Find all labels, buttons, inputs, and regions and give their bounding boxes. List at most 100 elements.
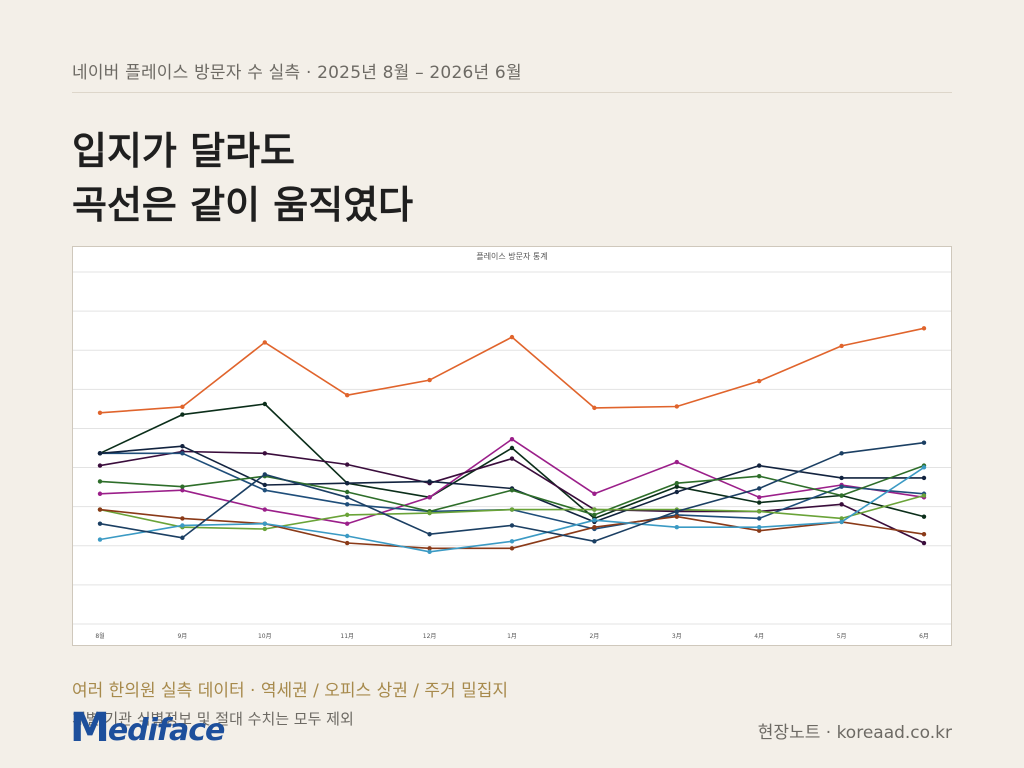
data-point bbox=[427, 546, 432, 551]
data-point bbox=[180, 488, 185, 493]
series-6 bbox=[97, 444, 927, 525]
x-tick-label: 12月 bbox=[423, 633, 437, 640]
chart-series-group bbox=[97, 326, 927, 555]
data-point bbox=[592, 507, 597, 512]
series-4 bbox=[97, 449, 927, 546]
credit-text: 현장노트 · koreaad.co.kr bbox=[757, 723, 952, 743]
x-tick-label: 4月 bbox=[754, 633, 764, 640]
chart-gridlines bbox=[73, 271, 951, 625]
x-tick-label: 1月 bbox=[507, 633, 517, 640]
data-point bbox=[921, 465, 927, 470]
data-point bbox=[674, 481, 679, 486]
data-point bbox=[97, 451, 103, 456]
data-point bbox=[592, 517, 597, 523]
headline-line-1: 입지가 달라도 bbox=[72, 128, 295, 173]
series-9 bbox=[97, 507, 927, 551]
data-point bbox=[509, 546, 515, 551]
data-point bbox=[427, 510, 432, 516]
data-point bbox=[345, 393, 350, 398]
data-point bbox=[839, 451, 844, 456]
headline-line-2: 곡선은 같이 움직였다 bbox=[72, 182, 414, 227]
data-point bbox=[674, 525, 679, 530]
data-point bbox=[427, 532, 432, 537]
line-chart: 플레이스 방문자 통계 8월 9月 10月 11月 12月 1月 2月 3月 4月 5月 6月 bbox=[73, 251, 951, 640]
data-point bbox=[757, 495, 762, 500]
data-point bbox=[509, 539, 515, 544]
data-point bbox=[592, 525, 597, 530]
data-point bbox=[839, 519, 844, 525]
data-point bbox=[674, 484, 679, 489]
data-point bbox=[427, 495, 432, 500]
data-point bbox=[757, 378, 762, 384]
data-point bbox=[97, 410, 103, 415]
data-point bbox=[921, 440, 927, 445]
data-point bbox=[839, 502, 844, 507]
data-point bbox=[180, 404, 185, 410]
data-point bbox=[757, 525, 762, 530]
data-point bbox=[345, 521, 350, 526]
x-tick-label: 2月 bbox=[589, 633, 599, 640]
data-point bbox=[97, 479, 103, 484]
data-point bbox=[592, 491, 597, 496]
data-point bbox=[839, 493, 844, 498]
data-point bbox=[509, 445, 515, 451]
top-divider bbox=[72, 92, 952, 93]
data-point bbox=[262, 507, 267, 512]
data-point bbox=[345, 481, 350, 486]
x-tick-label: 5月 bbox=[837, 633, 847, 640]
data-point bbox=[180, 444, 185, 449]
data-point bbox=[262, 482, 267, 488]
series-11 bbox=[97, 440, 927, 544]
headline: 입지가 달라도 곡선은 같이 움직였다 bbox=[72, 124, 413, 232]
data-point bbox=[180, 484, 185, 489]
data-point bbox=[180, 516, 185, 521]
data-point bbox=[757, 486, 762, 491]
data-point bbox=[674, 514, 679, 519]
data-point bbox=[921, 532, 927, 537]
data-point bbox=[262, 401, 267, 407]
privacy-note: 개별 기관 식별정보 및 절대 수치는 모두 제외 bbox=[72, 710, 354, 728]
data-point bbox=[345, 512, 350, 518]
data-point bbox=[97, 491, 103, 496]
data-point bbox=[262, 472, 267, 477]
data-source-subtitle: 여러 한의원 실측 데이터 · 역세권 / 오피스 상권 / 주거 밀집지 bbox=[72, 681, 509, 701]
data-point bbox=[180, 412, 185, 417]
data-point bbox=[509, 437, 515, 442]
data-point bbox=[592, 539, 597, 544]
data-point bbox=[757, 500, 762, 505]
data-point bbox=[921, 540, 927, 546]
data-point bbox=[180, 535, 185, 540]
data-point bbox=[427, 377, 432, 383]
data-point bbox=[345, 533, 350, 539]
logo-wordmark: ediface bbox=[107, 713, 226, 748]
data-point bbox=[757, 516, 762, 521]
data-point bbox=[509, 507, 515, 512]
data-point bbox=[262, 451, 267, 456]
x-tick-label: 3月 bbox=[672, 633, 682, 640]
data-point bbox=[345, 489, 350, 495]
series-line bbox=[99, 403, 925, 520]
data-point bbox=[921, 514, 927, 519]
data-point bbox=[97, 521, 103, 526]
data-point bbox=[97, 537, 103, 542]
x-tick-label: 10月 bbox=[258, 633, 272, 640]
data-point bbox=[592, 512, 597, 518]
x-tick-label: 8월 bbox=[95, 632, 104, 640]
data-point bbox=[345, 540, 350, 546]
x-tick-label: 9月 bbox=[177, 633, 187, 640]
data-point bbox=[839, 484, 844, 489]
data-point bbox=[262, 526, 267, 532]
data-point bbox=[921, 475, 927, 481]
x-tick-label: 11月 bbox=[340, 633, 354, 640]
chart-x-tick-labels: 8월 9月 10月 11月 12月 1月 2月 3月 4月 5月 6月 bbox=[95, 632, 929, 640]
data-point bbox=[674, 489, 679, 495]
data-point bbox=[839, 516, 844, 521]
data-point bbox=[674, 404, 679, 409]
data-point bbox=[757, 509, 762, 514]
data-point bbox=[345, 462, 350, 467]
data-point bbox=[180, 523, 185, 528]
data-point bbox=[757, 463, 762, 468]
data-point bbox=[757, 528, 762, 533]
data-point bbox=[427, 479, 432, 484]
series-line bbox=[99, 327, 925, 414]
